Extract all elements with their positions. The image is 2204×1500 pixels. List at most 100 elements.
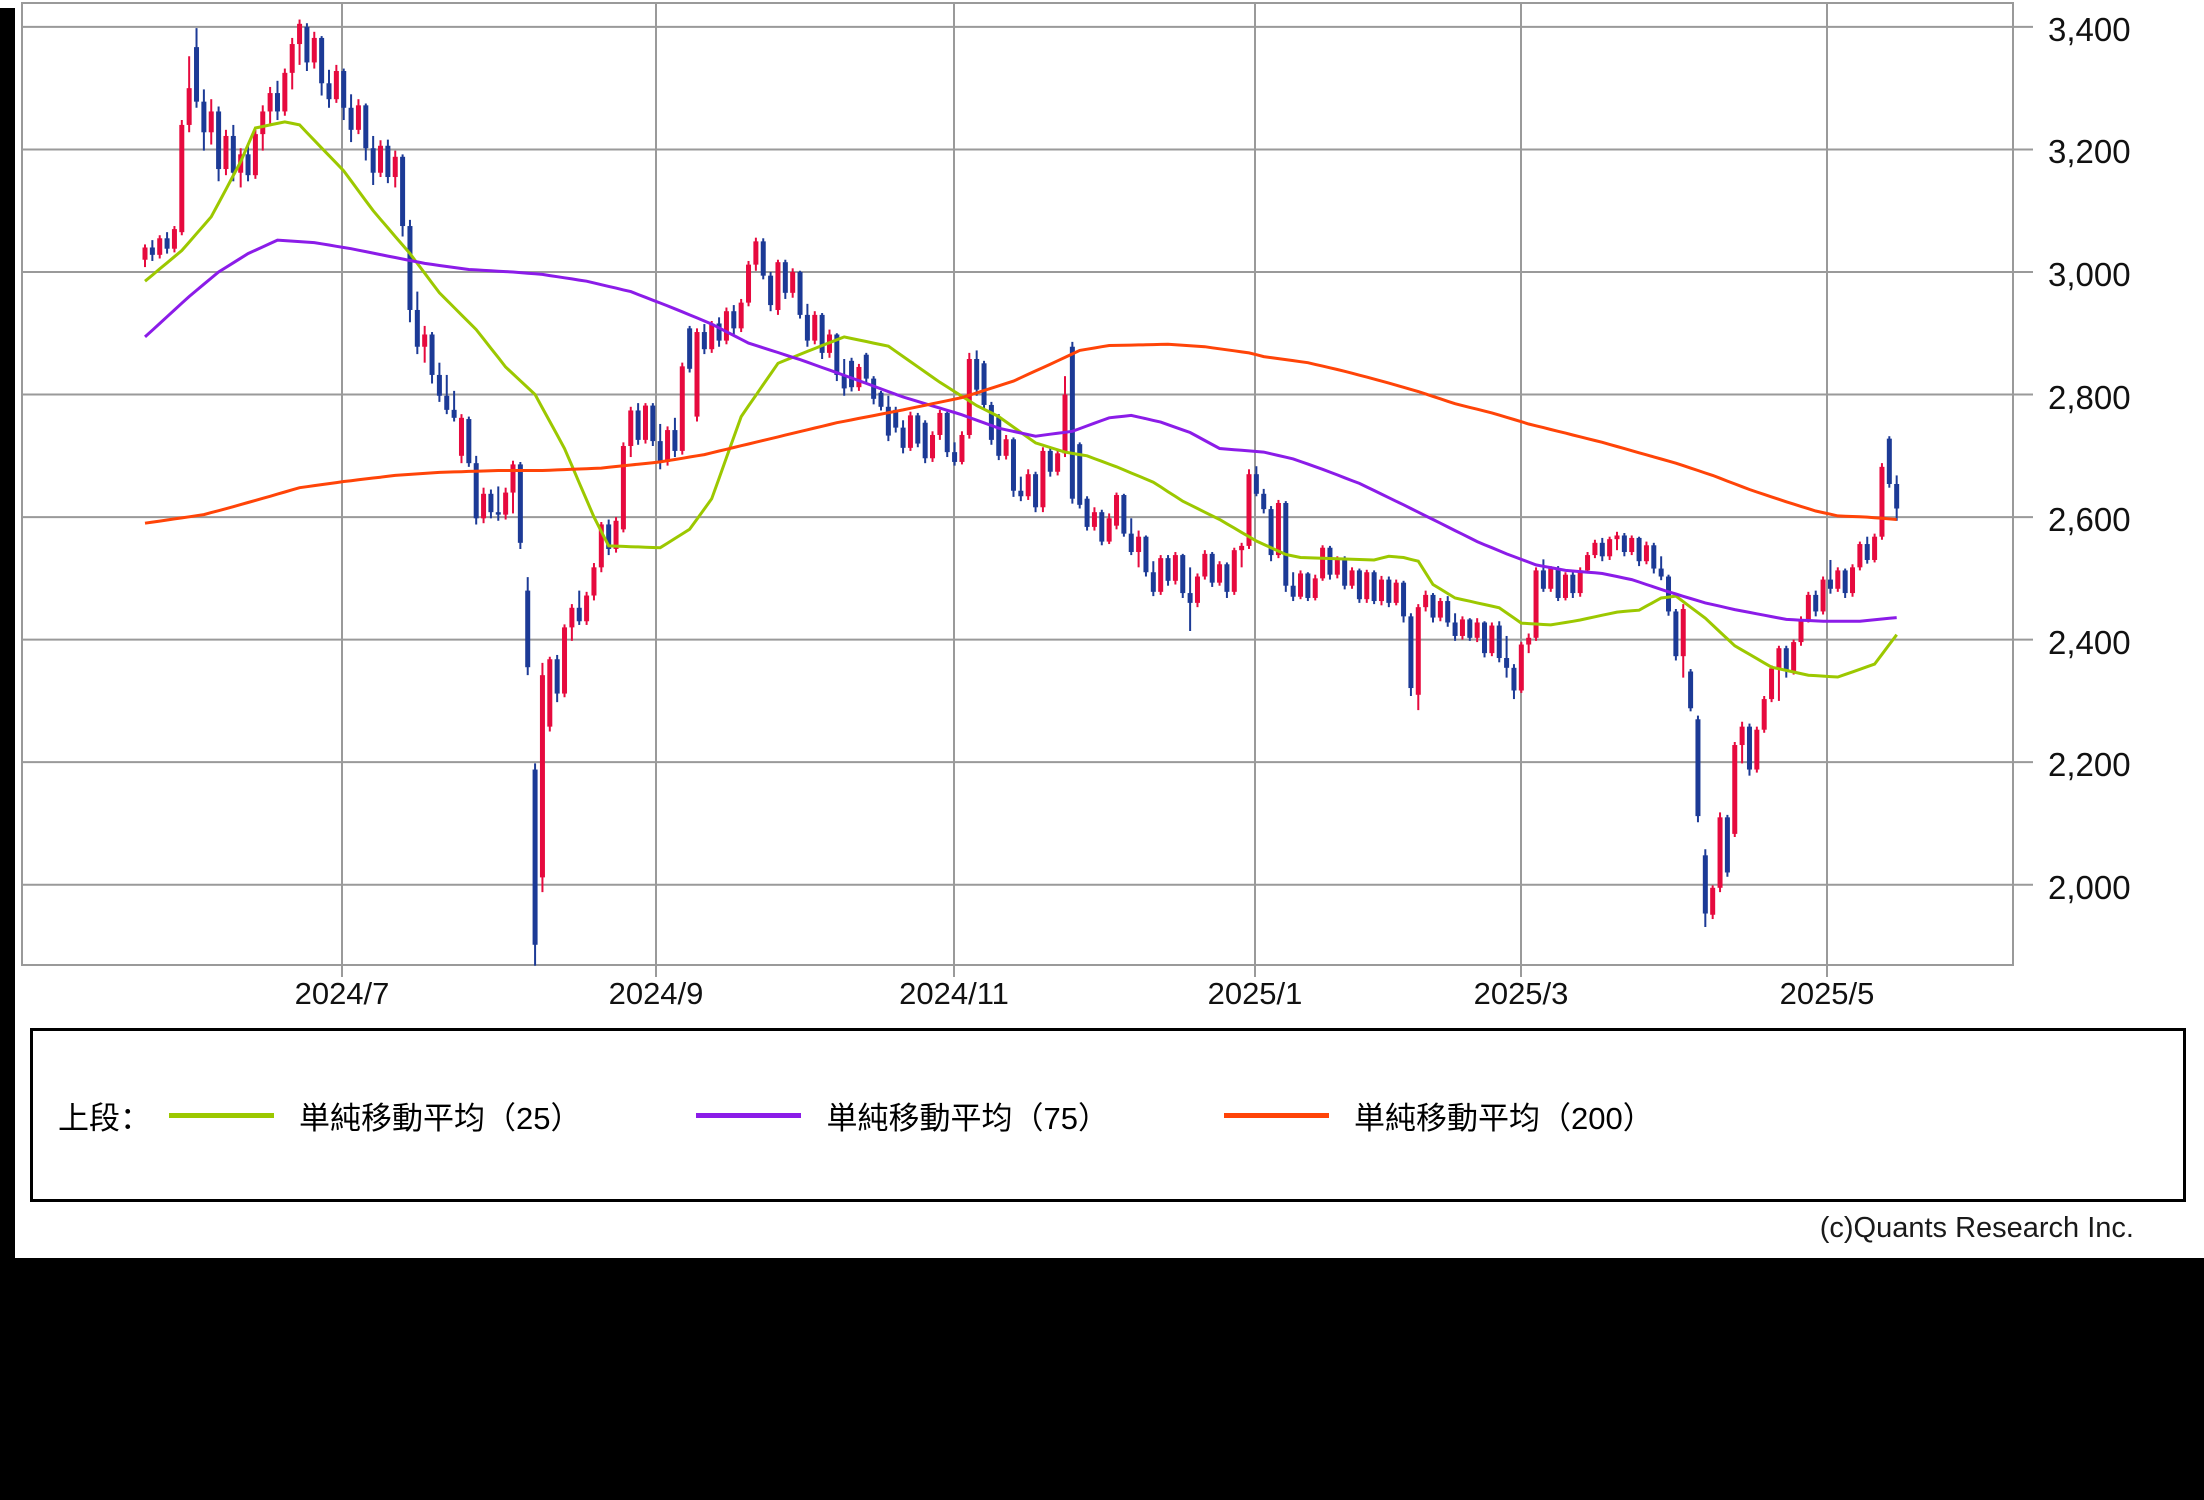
candle-body [753, 241, 759, 265]
candle-body [1430, 594, 1436, 618]
candle-body [1224, 564, 1230, 592]
x-axis-label: 2025/3 [1473, 976, 1569, 1011]
candle-body [1305, 573, 1311, 598]
candle-body [1467, 619, 1473, 638]
candle-body [849, 360, 855, 388]
candle-body [606, 524, 612, 549]
candle-body [996, 417, 1002, 456]
y-axis-label: 2,200 [2048, 746, 2131, 784]
candle-body [481, 493, 487, 519]
sma-line-1 [143, 238, 1897, 623]
candle-body [1290, 585, 1296, 597]
candle-body [436, 374, 442, 396]
candle-body [819, 314, 825, 353]
x-axis-label: 2025/5 [1779, 976, 1875, 1011]
candle-body [1680, 608, 1686, 657]
candle-body [1570, 574, 1576, 594]
candle-body [311, 37, 317, 63]
candle-body [1482, 622, 1488, 654]
candle-body [1739, 726, 1745, 746]
candle-body [1320, 547, 1326, 579]
candle-body [1754, 729, 1760, 770]
candle-body [164, 238, 170, 249]
candle-body [1658, 568, 1664, 577]
candle-body [1820, 579, 1826, 612]
candle-body [871, 378, 877, 399]
candle-body [1342, 559, 1348, 586]
candle-body [1136, 536, 1142, 553]
candle-body [790, 271, 796, 293]
candle-body [856, 366, 862, 388]
candle-body [1614, 535, 1620, 540]
candle-body [635, 410, 641, 440]
candle-body [1010, 439, 1016, 491]
candle-body [370, 148, 376, 173]
candle-body [812, 314, 818, 341]
candle-body [1732, 745, 1738, 834]
candle-body [620, 446, 626, 530]
candle-body [171, 229, 177, 249]
candle-body [458, 417, 464, 456]
candle-body [981, 363, 987, 405]
y-axis-label: 2,000 [2048, 868, 2131, 906]
candle-body [355, 105, 361, 130]
candle-body [1121, 495, 1127, 534]
candle-body [348, 107, 354, 130]
candle-body [1724, 817, 1730, 873]
candle-body [1607, 539, 1613, 557]
candle-body [1783, 648, 1789, 672]
x-axis-label: 2024/9 [608, 976, 704, 1011]
candle-body [1371, 572, 1377, 602]
candle-body [613, 520, 619, 549]
candle-body [488, 493, 494, 513]
candle-body [201, 101, 207, 133]
candle-body [517, 464, 523, 543]
candle-body [1798, 619, 1804, 643]
candle-body [937, 412, 943, 435]
candle-body [252, 134, 258, 176]
candle-body [1496, 625, 1502, 659]
candle-body [1415, 607, 1421, 695]
candle-body [1791, 642, 1797, 672]
candle-body [1099, 512, 1105, 542]
candle-body [598, 524, 604, 568]
candle-body [782, 262, 788, 293]
candle-body [1364, 572, 1370, 600]
candle-body [716, 323, 722, 341]
candle-body [282, 72, 288, 112]
candle-body [768, 275, 774, 306]
sma200-line-swatch [1223, 1112, 1329, 1118]
candle-body [1688, 671, 1694, 709]
candle-body [1761, 699, 1767, 730]
candle-body [584, 595, 590, 622]
candle-body [1393, 582, 1399, 603]
candle-body [495, 512, 501, 515]
candle-body [1636, 537, 1642, 562]
candle-body [1555, 568, 1561, 598]
candle-body [429, 334, 435, 375]
candle-body [1629, 537, 1635, 553]
candle-body [1540, 570, 1546, 589]
candle-body [223, 135, 229, 170]
candle-body [1091, 512, 1097, 527]
candle-body [1217, 564, 1223, 583]
candle-body [1886, 438, 1892, 484]
candle-body [1386, 579, 1392, 603]
candle-body [1040, 450, 1046, 508]
candle-body [907, 415, 913, 448]
candle-body [1327, 547, 1333, 575]
candle-body [289, 44, 295, 73]
candle-body [1401, 582, 1407, 617]
candle-body [1651, 545, 1657, 569]
candle-body [1283, 502, 1289, 586]
legend-label-sma200: 単純移動平均（200） [1353, 1100, 1654, 1136]
candle-body [1114, 495, 1120, 526]
candle-body [1231, 550, 1237, 592]
candle-body [974, 359, 980, 390]
candle-body [1128, 533, 1134, 553]
candle-body [1312, 578, 1318, 598]
candle-body [694, 332, 700, 417]
candle-body [333, 71, 339, 100]
candle-body [1025, 474, 1031, 497]
candle-body [1172, 555, 1178, 581]
